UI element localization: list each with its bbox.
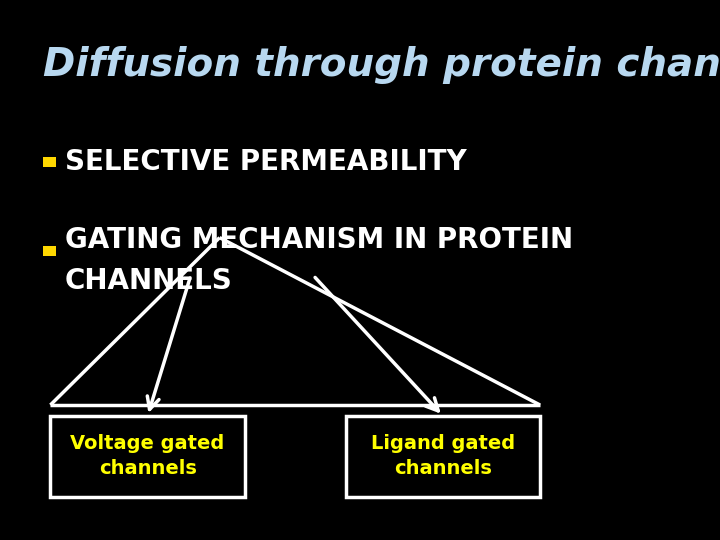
Text: CHANNELS: CHANNELS <box>65 267 233 295</box>
Text: Ligand gated
channels: Ligand gated channels <box>371 434 515 478</box>
FancyBboxPatch shape <box>346 416 540 497</box>
FancyBboxPatch shape <box>43 157 56 167</box>
FancyBboxPatch shape <box>43 246 56 256</box>
Text: Diffusion through protein channels: Diffusion through protein channels <box>43 46 720 84</box>
Text: GATING MECHANISM IN PROTEIN: GATING MECHANISM IN PROTEIN <box>65 226 573 254</box>
Text: Voltage gated
channels: Voltage gated channels <box>71 434 225 478</box>
Text: SELECTIVE PERMEABILITY: SELECTIVE PERMEABILITY <box>65 148 467 176</box>
FancyBboxPatch shape <box>50 416 245 497</box>
